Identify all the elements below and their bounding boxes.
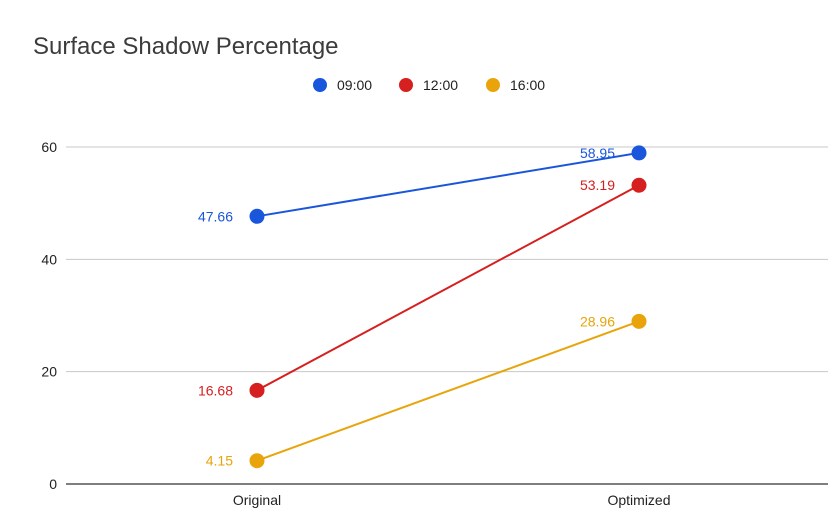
series-group: 47.66 58.95 16.68 53.19 4.15 28.96 [198,145,647,469]
data-point[interactable] [249,382,265,398]
data-point[interactable] [631,313,647,329]
series: 4.15 28.96 [206,313,647,469]
legend-label: 12:00 [423,77,458,93]
gridlines [66,146,828,485]
series: 47.66 58.95 [198,145,647,224]
series-line [256,320,640,462]
legend: 09:00 12:00 16:00 [313,77,545,93]
y-tick-label: 60 [41,139,57,155]
data-point[interactable] [249,208,265,224]
data-point[interactable] [631,177,647,193]
y-tick-label: 40 [41,251,57,267]
x-tick-label: Original [233,492,281,508]
chart-background [10,10,828,521]
data-label: 16.68 [198,382,233,398]
series-line [256,184,640,392]
series: 16.68 53.19 [198,177,647,398]
y-axis-ticks: 0 20 40 60 [41,139,57,492]
data-label: 53.19 [580,177,615,193]
data-point[interactable] [631,145,647,161]
legend-label: 16:00 [510,77,545,93]
chart-title: Surface Shadow Percentage [33,33,339,60]
legend-swatch [399,78,413,92]
legend-swatch [486,78,500,92]
legend-item[interactable]: 16:00 [486,77,545,93]
legend-item[interactable]: 12:00 [399,77,458,93]
y-tick-label: 0 [49,476,57,492]
data-label: 4.15 [206,453,233,469]
x-tick-label: Optimized [607,492,670,508]
y-tick-label: 20 [41,364,57,380]
data-label: 28.96 [580,313,615,329]
legend-label: 09:00 [337,77,372,93]
data-label: 58.95 [580,145,615,161]
data-label: 47.66 [198,208,233,224]
legend-item[interactable]: 09:00 [313,77,372,93]
x-axis-ticks: Original Optimized [233,492,671,508]
data-point[interactable] [249,453,265,469]
legend-swatch [313,78,327,92]
series-line [256,151,640,218]
